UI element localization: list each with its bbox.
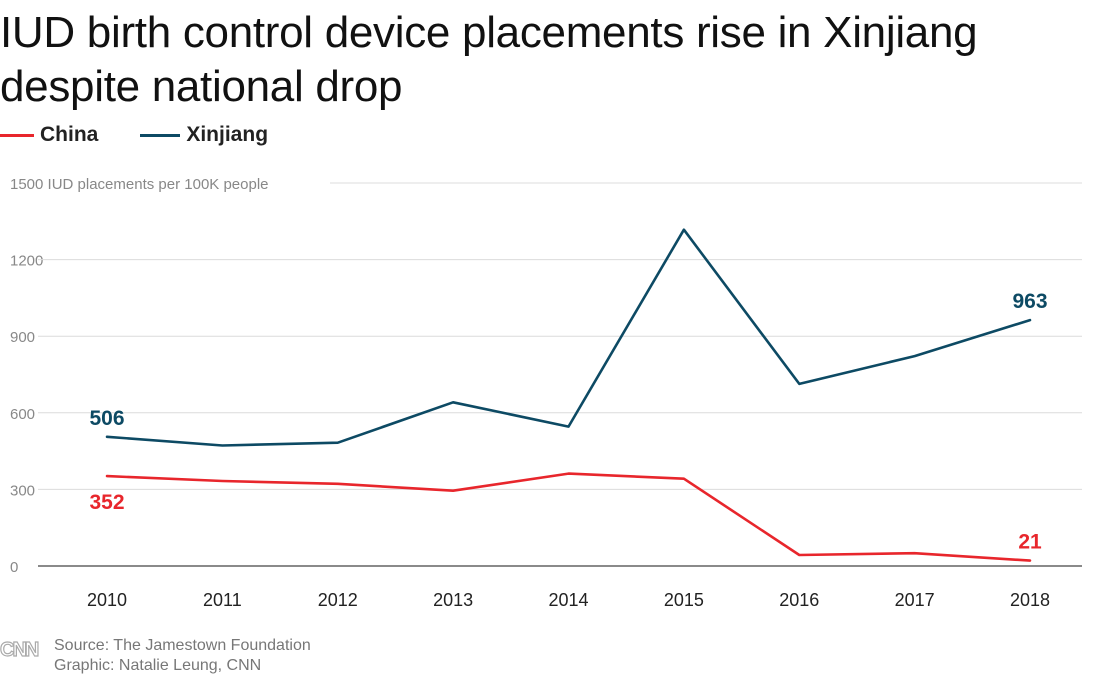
x-tick-label: 2018 [1010, 590, 1050, 610]
y-tick-label: 0 [10, 559, 18, 576]
legend-item-china: China [0, 123, 98, 147]
x-tick-label: 2011 [203, 590, 242, 610]
legend-label-xinjiang: Xinjiang [186, 123, 269, 146]
x-tick-label: 2013 [433, 590, 473, 610]
y-tick-label: 600 [10, 406, 35, 423]
data-label-xinjiang: 506 [89, 407, 124, 430]
chart-title: IUD birth control device placements rise… [0, 8, 978, 111]
x-tick-label: 2016 [779, 590, 819, 610]
legend-label-china: China [40, 123, 99, 146]
data-label-china: 21 [1018, 531, 1042, 554]
data-label-china: 352 [89, 491, 124, 514]
x-tick-label: 2014 [548, 590, 588, 610]
data-label-xinjiang: 963 [1012, 290, 1047, 313]
x-tick-label: 2010 [87, 590, 127, 610]
y-tick-label: 300 [10, 482, 35, 499]
x-tick-label: 2012 [318, 590, 358, 610]
footer: CNN Source: The Jamestown Foundation Gra… [0, 636, 311, 676]
legend: China Xinjiang [0, 122, 310, 148]
x-tick-label: 2015 [664, 590, 704, 610]
cnn-logo-icon: CNN [0, 638, 41, 660]
svg-text:CNN: CNN [0, 639, 39, 660]
y-tick-label: 1200 [10, 253, 43, 270]
legend-swatch-china [0, 133, 34, 137]
legend-swatch-xinjiang [140, 133, 181, 137]
source-note: Source: The Jamestown Foundation [54, 637, 311, 654]
series-line-xinjiang [105, 228, 1032, 447]
y-tick-label: 1500 IUD placements per 100K people [10, 176, 269, 193]
series-line-china [105, 472, 1032, 562]
graphic-credit: Graphic: Natalie Leung, CNN [54, 657, 262, 674]
y-tick-label: 900 [10, 329, 35, 346]
x-tick-label: 2017 [895, 590, 935, 610]
legend-item-xinjiang: Xinjiang [140, 123, 268, 147]
footer-text: Source: The Jamestown Foundation Graphic… [54, 636, 311, 676]
